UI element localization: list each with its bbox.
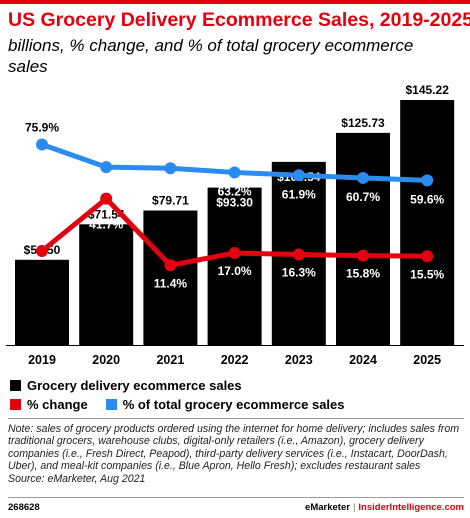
share-value-label: 59.6% [410, 192, 444, 206]
change-point [100, 192, 113, 205]
bar-value-label: $125.73 [341, 116, 385, 130]
bar-2019 [15, 259, 69, 345]
share-point [357, 171, 369, 184]
x-tick-label: 2021 [156, 353, 184, 367]
chart-title: US Grocery Delivery Ecommerce Sales, 201… [8, 9, 470, 31]
legend-item-change: % change [10, 395, 88, 413]
change-value-label: 17.9% [25, 262, 59, 276]
share-point [292, 169, 305, 182]
share-value-label: 75.9% [25, 121, 59, 135]
legend-item-share: % of total grocery ecommerce sales [105, 395, 345, 413]
share-value-label: 63.2% [218, 184, 252, 198]
note-text: Note: sales of grocery products ordered … [8, 423, 460, 473]
footer: 268628 eMarketer | InsiderIntelligence.com [8, 502, 464, 513]
bar-2024 [336, 132, 390, 345]
change-value-label: 17.0% [218, 264, 252, 278]
share-point [36, 138, 48, 151]
change-value-label: 16.3% [282, 266, 316, 280]
bar-2025 [400, 100, 455, 345]
share-value-label: 60.7% [346, 190, 380, 204]
share-value-label: 61.9% [282, 187, 316, 201]
x-tick-label: 2025 [413, 353, 441, 367]
change-point [228, 246, 241, 259]
chart-subtitle: billions, % change, and % of total groce… [8, 36, 414, 76]
bar-2020 [79, 224, 134, 345]
change-point [292, 248, 305, 261]
change-value-label: 15.5% [410, 267, 444, 281]
chart-id: 268628 [8, 502, 40, 513]
divider [8, 418, 464, 419]
share-value-label: 65.6% [89, 143, 123, 157]
change-point [164, 259, 177, 272]
chart-area: 2019202020212022202320242025$50.50$71.54… [6, 83, 464, 367]
legend-label-sales: Grocery delivery ecommerce sales [27, 377, 242, 393]
bar-value-label: $93.30 [216, 196, 253, 210]
share-point [100, 161, 113, 174]
x-tick-label: 2019 [28, 353, 56, 367]
bar-2022 [207, 187, 262, 345]
share-point [421, 174, 434, 187]
x-tick-label: 2023 [285, 353, 313, 367]
share-value-label: 65.1% [153, 144, 187, 158]
change-value-label: 41.7% [89, 218, 123, 232]
legend-swatch-change [10, 398, 21, 410]
share-point [164, 162, 177, 175]
brand: eMarketer | InsiderIntelligence.com [305, 502, 464, 513]
bar-value-label: $79.71 [152, 194, 189, 208]
legend-swatch-sales [10, 379, 21, 391]
x-tick-label: 2020 [92, 353, 120, 367]
change-value-label: 11.4% [154, 276, 188, 290]
share-point [228, 166, 241, 179]
x-tick-label: 2022 [221, 353, 249, 367]
change-point [357, 249, 369, 262]
change-value-label: 15.8% [346, 267, 380, 281]
bar-2021 [143, 210, 198, 345]
footnote: Note: sales of grocery products ordered … [8, 423, 464, 485]
legend: Grocery delivery ecommerce sales % chang… [10, 376, 460, 414]
divider [8, 497, 464, 498]
legend-item-sales: Grocery delivery ecommerce sales [10, 376, 460, 394]
source-text: Source: eMarketer, Aug 2021 [8, 472, 146, 485]
change-point [36, 245, 48, 257]
legend-label-share: % of total grocery ecommerce sales [122, 396, 345, 412]
legend-swatch-share [105, 398, 117, 410]
bar-value-label: $145.22 [406, 83, 450, 97]
brand-emarketer: eMarketer [305, 502, 350, 513]
brand-insider: InsiderIntelligence.com [358, 502, 464, 513]
change-point [421, 250, 434, 263]
brand-separator: | [352, 502, 356, 513]
top-accent-rule [0, 0, 470, 4]
legend-label-change: % change [27, 396, 88, 412]
x-tick-label: 2024 [349, 353, 377, 367]
